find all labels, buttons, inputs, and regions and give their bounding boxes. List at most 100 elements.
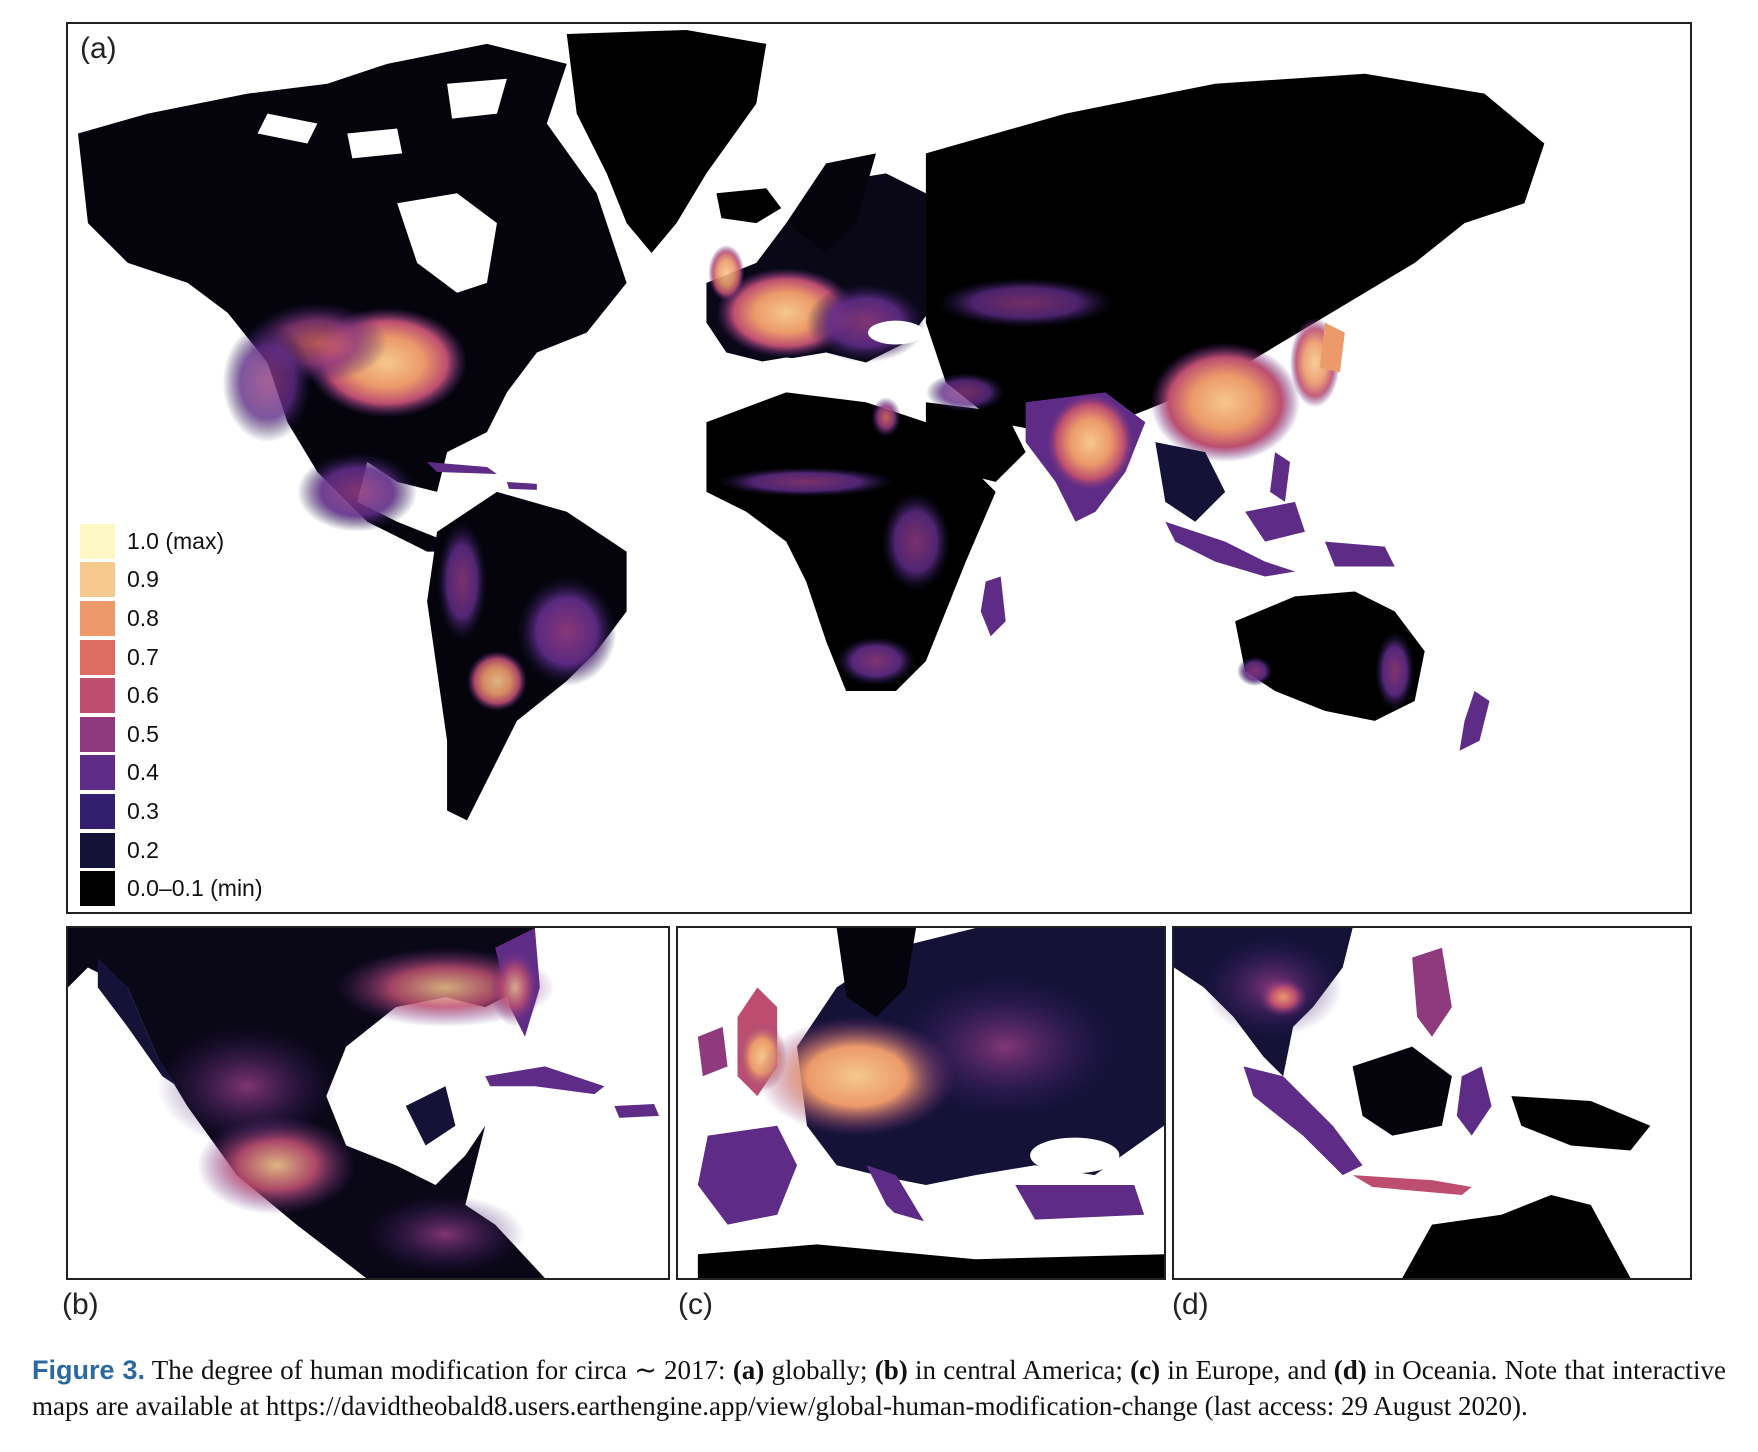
- figure-label: Figure 3.: [32, 1355, 146, 1385]
- india-hotspot: [1045, 392, 1136, 492]
- new-zealand: [1459, 690, 1490, 751]
- bangkok-glow: [1258, 977, 1308, 1017]
- us-west: [222, 322, 313, 443]
- panel-c-label: (c): [678, 1288, 713, 1321]
- legend-label: 0.7: [127, 643, 159, 670]
- caption-ref-a: (a): [732, 1355, 765, 1385]
- legend-item: 0.2: [80, 831, 263, 870]
- pampas-hotspot: [467, 651, 527, 711]
- africa-landmass: [706, 392, 996, 691]
- global-map: [77, 29, 1545, 821]
- legend-label: 1.0 (max): [127, 527, 225, 554]
- south-africa: [836, 636, 916, 687]
- oceania-map-panel: [1172, 926, 1692, 1280]
- global-map-panel: (a) 1.0 (max) 0.9 0.8 0.7 0.6 0.5 0.4: [66, 22, 1692, 914]
- black-sea: [1030, 1137, 1120, 1174]
- legend-item: 0.5: [80, 715, 263, 754]
- caribbean-islands: [427, 462, 537, 490]
- brazil-coast: [516, 576, 617, 687]
- hispaniola: [614, 1103, 660, 1118]
- caption-text: in Europe, and: [1160, 1355, 1334, 1385]
- legend-swatch: [80, 755, 115, 791]
- legend-item: 0.9: [80, 561, 263, 600]
- mexico-region: [297, 452, 418, 532]
- eastern-europe-glow: [896, 977, 1115, 1116]
- legend-label: 0.9: [127, 566, 159, 593]
- legend-label: 0.8: [127, 604, 159, 631]
- figure-caption: Figure 3. The degree of human modificati…: [32, 1352, 1726, 1424]
- borneo: [1352, 1046, 1452, 1136]
- caption-text: in central America;: [907, 1355, 1131, 1385]
- central-america-map-panel: [66, 926, 670, 1280]
- black-sea: [868, 320, 924, 345]
- philippines: [1412, 947, 1452, 1037]
- legend-label: 0.0–0.1 (min): [127, 875, 263, 902]
- asia-landmass: [925, 73, 1545, 433]
- legend-label: 0.3: [127, 797, 159, 824]
- philippines: [1270, 452, 1290, 502]
- hudson-bay: [397, 193, 497, 293]
- greenland-landmass: [566, 29, 767, 253]
- iberia: [697, 1125, 798, 1225]
- legend: 1.0 (max) 0.9 0.8 0.7 0.6 0.5 0.4 0.3: [80, 522, 263, 908]
- australia-east-coast: [1374, 631, 1415, 711]
- north-africa: [697, 1244, 1164, 1278]
- java: [1352, 1175, 1472, 1195]
- panel-d-label: (d): [1172, 1288, 1209, 1321]
- new-guinea: [1511, 1096, 1651, 1151]
- sahel-band: [716, 467, 896, 497]
- nile-delta: [871, 397, 901, 438]
- legend-swatch: [80, 523, 115, 559]
- cuba: [485, 1066, 605, 1095]
- oceania-map: [1174, 928, 1651, 1278]
- legend-label: 0.6: [127, 682, 159, 709]
- legend-swatch: [80, 562, 115, 598]
- italy: [866, 1165, 926, 1235]
- florida-glow: [490, 947, 540, 1027]
- legend-swatch: [80, 639, 115, 675]
- yucatan: [405, 1086, 456, 1146]
- scandinavia: [836, 928, 917, 1017]
- east-africa: [880, 491, 951, 592]
- russia-south-band: [935, 277, 1116, 328]
- sulawesi: [1456, 1066, 1492, 1136]
- legend-label: 0.5: [127, 720, 159, 747]
- south-america-west: [437, 521, 487, 642]
- scandinavia: [786, 153, 877, 253]
- legend-swatch: [80, 793, 115, 829]
- legend-item: 1.0 (max): [80, 522, 263, 561]
- uk-hotspot: [708, 245, 745, 301]
- europe-map: [697, 928, 1164, 1278]
- japan-islands: [1319, 322, 1345, 373]
- arctic-channels: [257, 78, 507, 159]
- central-america-map: [68, 928, 660, 1278]
- legend-label: 0.4: [127, 759, 159, 786]
- legend-swatch: [80, 600, 115, 636]
- legend-item: 0.3: [80, 792, 263, 831]
- caption-ref-b: (b): [874, 1355, 908, 1385]
- legend-item: 0.8: [80, 599, 263, 638]
- madagascar: [980, 576, 1006, 637]
- southeast-asia: [1155, 442, 1226, 522]
- australia-southwest: [1237, 656, 1274, 687]
- caption-ref-d: (d): [1333, 1355, 1367, 1385]
- legend-swatch: [80, 832, 115, 868]
- legend-swatch: [80, 716, 115, 752]
- panel-b-label: (b): [62, 1288, 99, 1321]
- legend-item: 0.7: [80, 638, 263, 677]
- legend-item: 0.6: [80, 676, 263, 715]
- caption-text: globally;: [764, 1355, 875, 1385]
- australia-north: [1402, 1194, 1631, 1278]
- legend-item: 0.0–0.1 (min): [80, 869, 263, 908]
- china-hotspot: [1150, 342, 1300, 463]
- legend-swatch: [80, 871, 115, 907]
- legend-swatch: [80, 678, 115, 714]
- baja-california: [97, 957, 178, 1087]
- caption-ref-c: (c): [1130, 1355, 1161, 1385]
- ireland: [697, 1026, 728, 1077]
- caption-text: The degree of human modification for cir…: [145, 1355, 733, 1385]
- mediterranean-sea: [777, 1204, 1095, 1255]
- sumatra: [1243, 1066, 1363, 1176]
- turkey: [1015, 1185, 1145, 1220]
- indonesia-islands: [1165, 501, 1395, 577]
